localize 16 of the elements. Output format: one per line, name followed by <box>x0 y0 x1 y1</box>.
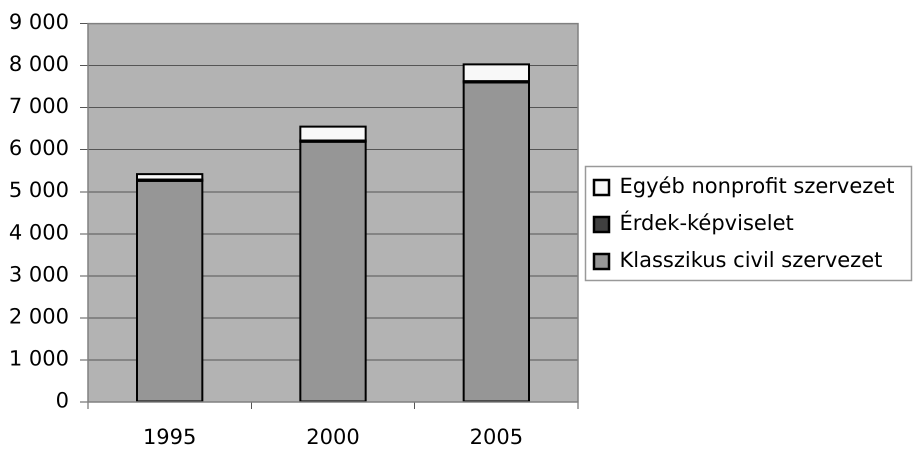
y-tick-label: 2 000 <box>8 304 69 328</box>
y-tick-label: 5 000 <box>8 178 69 202</box>
y-tick-label: 8 000 <box>8 52 69 76</box>
y-tick-label: 3 000 <box>8 262 69 286</box>
legend-label: Érdek-képviselet <box>620 210 794 235</box>
y-tick-label: 6 000 <box>8 136 69 160</box>
y-tick-label: 4 000 <box>8 220 69 244</box>
x-tick-label: 2000 <box>306 425 360 449</box>
y-tick-label: 1 000 <box>8 346 69 370</box>
y-tick-label: 7 000 <box>8 94 69 118</box>
legend-label: Klasszikus civil szervezet <box>620 248 882 272</box>
x-tick-label: 2005 <box>470 425 524 449</box>
legend-label: Egyéb nonprofit szervezet <box>620 174 894 198</box>
x-tick-label: 1995 <box>142 425 196 449</box>
y-tick-label: 9 000 <box>8 10 69 34</box>
y-tick-label: 0 <box>56 388 69 412</box>
